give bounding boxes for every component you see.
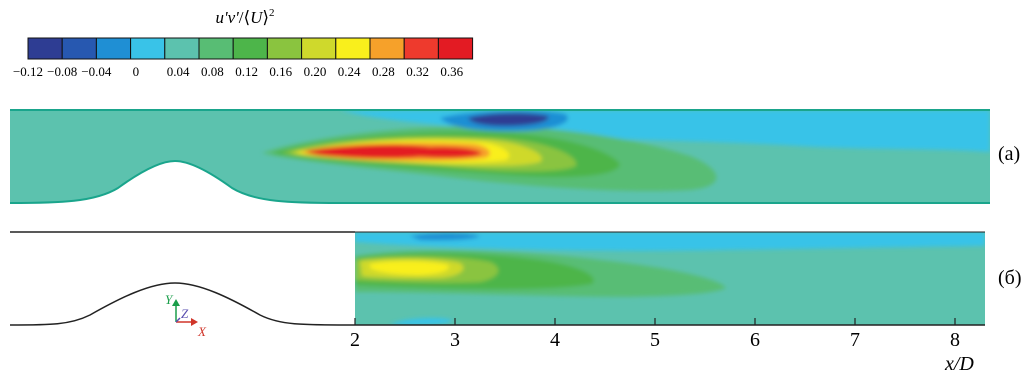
x-axis-label: x/D — [944, 353, 974, 375]
panel-b-region-lightblue-bottom — [390, 317, 452, 325]
x-axis-ticks: 2 3 4 5 6 7 8 — [350, 318, 960, 351]
colorbar-tick-label: 0.20 — [304, 64, 327, 79]
colorbar-title-close: ⟩ — [262, 8, 269, 27]
panel-b-hill — [9, 282, 356, 326]
x-axis-tick-label: 8 — [950, 329, 960, 351]
panel-b: (б) 2 3 4 5 6 7 8 x/D Y Z X — [9, 231, 1022, 375]
colorbar-tick-label: 0.16 — [269, 64, 292, 79]
colorbar-swatch — [437, 37, 474, 60]
colorbar-tick-label: 0.04 — [167, 64, 190, 79]
colorbar-tick-label: 0.36 — [440, 64, 463, 79]
panel-b-region-blue-top — [410, 233, 480, 241]
colorbar-swatch — [164, 37, 200, 60]
colorbar-swatch — [198, 37, 234, 60]
colorbar-swatch — [266, 37, 303, 60]
colorbar-tick-label: 0.24 — [338, 64, 361, 79]
colorbar-swatch — [232, 37, 268, 60]
x-axis-tick-label: 5 — [650, 329, 660, 351]
colorbar-title-v: v — [228, 8, 236, 27]
colorbar-tick-label: −0.04 — [81, 64, 112, 79]
x-axis-tick-label: 6 — [750, 329, 760, 351]
colorbar-swatch — [369, 37, 405, 60]
colorbar-tick-label: 0.08 — [201, 64, 224, 79]
colorbar-tick-label: −0.08 — [47, 64, 77, 79]
x-axis-tick-label: 4 — [550, 329, 560, 351]
panel-a: (а) — [9, 109, 1020, 204]
colorbar-tick-label: 0.28 — [372, 64, 395, 79]
panel-a-label: (а) — [998, 143, 1020, 165]
panel-a-region-red — [306, 144, 482, 159]
colorbar: u'v'/⟨U⟩2 −0.12 −0.08 −0.04 0 0.04 0.08 0.12 0.… — [13, 7, 474, 79]
x-axis-tick-label: 7 — [850, 329, 860, 351]
x-axis-tick-label: 3 — [450, 329, 460, 351]
colorbar-title-sup: 2 — [269, 7, 275, 19]
panel-a-hill-outline — [9, 159, 990, 204]
x-axis-tick-label: 2 — [350, 329, 360, 351]
triad-z-label: Z — [181, 306, 189, 321]
colorbar-swatch — [95, 37, 132, 60]
colorbar-title-prime-1: ' — [224, 8, 228, 27]
colorbar-swatch — [335, 37, 371, 60]
panel-b-region-lightblue-top — [355, 232, 985, 251]
triad-y-arrowhead — [172, 299, 180, 306]
triad-x-label: X — [197, 324, 207, 339]
colorbar-tick-labels: −0.12 −0.08 −0.04 0 0.04 0.08 0.12 0.16 0.20 0.24… — [13, 64, 464, 79]
colorbar-swatch — [61, 37, 97, 60]
panel-b-label: (б) — [998, 267, 1022, 289]
colorbar-title-U: U — [250, 8, 264, 27]
panel-a-region-darkblue — [468, 113, 549, 126]
colorbar-tick-label: 0 — [133, 64, 140, 79]
panel-b-region-yellow — [370, 261, 449, 275]
colorbar-swatch — [301, 37, 337, 60]
colorbar-tick-label: −0.12 — [13, 64, 43, 79]
panel-a-contours — [262, 110, 990, 192]
axes-triad: Y Z X — [165, 292, 207, 339]
colorbar-title-slash: /⟨ — [239, 8, 250, 27]
colorbar-swatch — [130, 37, 166, 60]
colorbar-title: u'v'/⟨U⟩2 — [215, 7, 274, 27]
triad-y-label: Y — [165, 292, 174, 307]
colorbar-title-prime-2: ' — [235, 8, 239, 27]
colorbar-swatch — [403, 37, 439, 60]
colorbar-tick-label: 0.12 — [235, 64, 258, 79]
triad-z-axis — [175, 317, 181, 323]
colorbar-title-u: u — [215, 8, 224, 27]
colorbar-tick-label: 0.32 — [406, 64, 429, 79]
colorbar-swatch — [27, 37, 63, 60]
panel-b-contours — [355, 232, 985, 325]
triad-x-arrowhead — [191, 318, 198, 326]
panel-a-hill-mask — [10, 161, 340, 203]
colorbar-swatches — [27, 37, 474, 60]
